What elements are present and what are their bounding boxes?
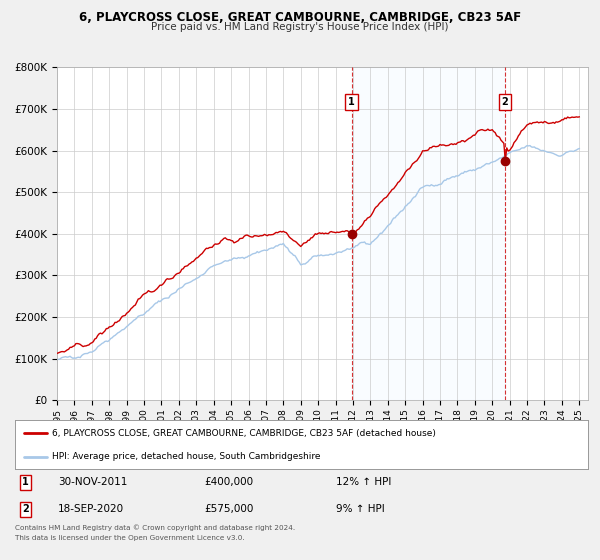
Text: 1: 1: [22, 477, 29, 487]
Text: 30-NOV-2011: 30-NOV-2011: [58, 477, 127, 487]
Bar: [352, 67, 505, 400]
Text: 6, PLAYCROSS CLOSE, GREAT CAMBOURNE, CAMBRIDGE, CB23 5AF (detached house): 6, PLAYCROSS CLOSE, GREAT CAMBOURNE, CAM…: [52, 429, 436, 438]
Text: 2: 2: [22, 504, 29, 514]
Text: HPI: Average price, detached house, South Cambridgeshire: HPI: Average price, detached house, Sout…: [52, 452, 321, 461]
Text: £400,000: £400,000: [204, 477, 253, 487]
Text: 6, PLAYCROSS CLOSE, GREAT CAMBOURNE, CAMBRIDGE, CB23 5AF: 6, PLAYCROSS CLOSE, GREAT CAMBOURNE, CAM…: [79, 11, 521, 24]
Text: Contains HM Land Registry data © Crown copyright and database right 2024.: Contains HM Land Registry data © Crown c…: [15, 525, 295, 531]
Text: 9% ↑ HPI: 9% ↑ HPI: [336, 504, 385, 514]
Text: 18-SEP-2020: 18-SEP-2020: [58, 504, 124, 514]
Text: £575,000: £575,000: [204, 504, 253, 514]
Text: 2: 2: [502, 97, 508, 107]
Text: This data is licensed under the Open Government Licence v3.0.: This data is licensed under the Open Gov…: [15, 535, 245, 541]
Text: Price paid vs. HM Land Registry's House Price Index (HPI): Price paid vs. HM Land Registry's House …: [151, 22, 449, 32]
Text: 1: 1: [348, 97, 355, 107]
Text: 12% ↑ HPI: 12% ↑ HPI: [336, 477, 391, 487]
